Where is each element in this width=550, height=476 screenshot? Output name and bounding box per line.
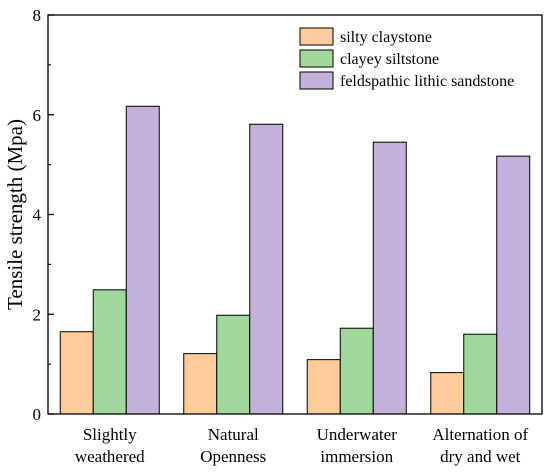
y-tick-label: 8 <box>33 6 42 25</box>
x-category-label: Natural Openness <box>200 425 266 466</box>
y-axis-title: Tensile strength (Mpa) <box>3 119 27 310</box>
legend-label: clayey siltstone <box>340 51 439 68</box>
bar-clayey-siltstone-3 <box>339 327 374 415</box>
legend-swatch <box>299 71 334 90</box>
bar-feldspathic-lithic-sandstone-1 <box>125 105 160 415</box>
bar-clayey-siltstone-2 <box>216 314 251 415</box>
bar-feldspathic-lithic-sandstone-2 <box>249 123 284 415</box>
y-tick-label: 4 <box>33 206 42 225</box>
bar-feldspathic-lithic-sandstone-4 <box>496 155 531 415</box>
bars-layer <box>59 105 531 415</box>
x-category-label: Underwater immersion <box>317 425 398 466</box>
y-tick-label: 6 <box>33 106 42 125</box>
legend-swatch <box>299 49 334 68</box>
x-category-label: Alternation of dry and wet <box>432 425 528 466</box>
legend-label: silty claystone <box>340 29 432 46</box>
labels-layer: 0 2 4 6 8 Slightly weathered Natural Openness Und… <box>3 6 528 466</box>
axes-layer <box>47 14 543 415</box>
legend: silty claystone clayey siltstone feldspath… <box>299 27 514 90</box>
legend-swatch <box>299 27 334 46</box>
bar-feldspathic-lithic-sandstone-3 <box>372 141 407 415</box>
y-tick-label: 2 <box>33 305 42 324</box>
bar-clayey-siltstone-1 <box>92 289 127 415</box>
bar-silty-claystone-4 <box>430 372 465 415</box>
x-category-label: Slightly weathered <box>75 425 145 466</box>
bar-silty-claystone-2 <box>183 353 218 415</box>
legend-label: feldspathic lithic sandstone <box>340 73 514 90</box>
bar-silty-claystone-1 <box>59 331 94 415</box>
y-tick-label: 0 <box>33 405 42 424</box>
bar-clayey-siltstone-4 <box>463 333 498 415</box>
bar-silty-claystone-3 <box>306 359 341 415</box>
